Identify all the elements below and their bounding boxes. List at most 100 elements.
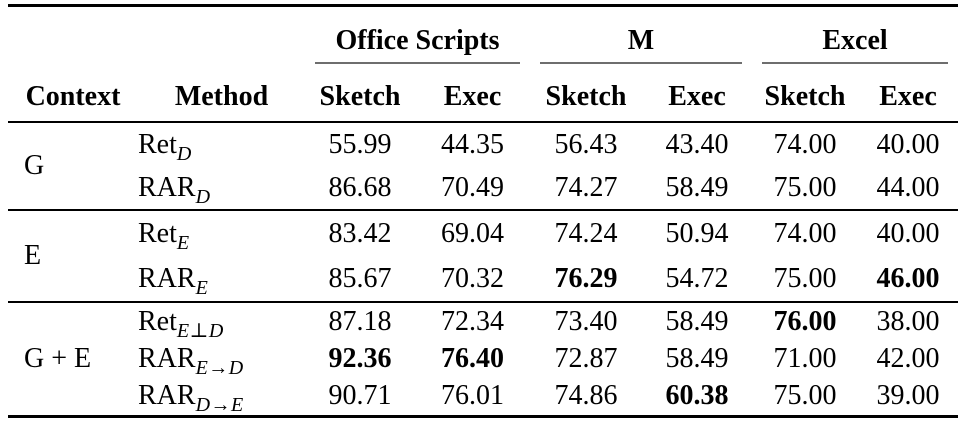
table-row: G + E RetE⊥D 87.18 72.34 73.40 58.49 76.… (8, 302, 958, 374)
value-cell: 74.00 (773, 217, 837, 249)
method-base: Ret (138, 128, 177, 160)
cmidrule-m (540, 62, 742, 64)
section-e: E RetE 83.42 69.04 74.24 50.94 74.00 40.… (8, 210, 958, 302)
column-header-exec: Exec (443, 81, 502, 112)
value-cell: 76.40 (441, 343, 504, 374)
value-cell: 46.00 (876, 262, 940, 294)
group-header-spacer (8, 6, 305, 60)
method-cell: RARD (128, 166, 305, 210)
cmidrule-cell (752, 59, 958, 71)
table-row: G RetD 55.99 44.35 56.43 43.40 74.00 40.… (8, 122, 958, 182)
method-base: RAR (138, 262, 196, 294)
value-cell: 87.18 (328, 305, 392, 337)
value-cell: 74.86 (554, 380, 618, 412)
method-base: Ret (138, 305, 177, 337)
column-header-exec: Exec (668, 81, 726, 112)
method-subscript: E⊥D (176, 319, 224, 342)
method-subscript: E→D (195, 357, 244, 379)
method-base: RAR (138, 343, 196, 374)
value-cell: 73.40 (554, 305, 618, 337)
value-cell: 39.00 (876, 380, 940, 412)
value-cell: 58.49 (665, 171, 729, 203)
value-cell: 70.32 (441, 262, 504, 294)
group-header-excel: Excel (822, 25, 888, 56)
table-row: RARD→E 90.71 76.01 74.86 60.38 75.00 39.… (8, 378, 958, 416)
method-cell: RetE⊥D (128, 302, 305, 342)
value-cell: 44.35 (441, 128, 504, 160)
method-cell: RetE (128, 210, 305, 256)
context-cell: E (24, 240, 42, 271)
results-table: Office Scripts M Excel Context Method Sk… (8, 4, 958, 418)
value-cell: 72.34 (441, 305, 504, 337)
value-cell: 75.00 (773, 171, 837, 203)
value-cell: 72.87 (554, 343, 618, 374)
value-cell: 70.49 (441, 171, 504, 203)
column-header-sketch: Sketch (764, 81, 846, 112)
cmidrule-cell (305, 59, 530, 71)
value-cell: 40.00 (876, 217, 940, 249)
value-cell: 56.43 (554, 128, 618, 160)
value-cell: 74.27 (554, 171, 618, 203)
table-row: E RetE 83.42 69.04 74.24 50.94 74.00 40.… (8, 210, 958, 272)
value-cell: 38.00 (876, 305, 940, 337)
value-cell: 42.00 (876, 343, 940, 374)
value-cell: 86.68 (328, 171, 392, 203)
value-cell: 58.49 (665, 343, 729, 374)
table-row: RARE→D 92.36 76.40 72.87 58.49 71.00 42.… (8, 340, 958, 378)
column-header-context: Context (25, 81, 121, 112)
section-g-plus-e: G + E RetE⊥D 87.18 72.34 73.40 58.49 76.… (8, 302, 958, 416)
column-header-method: Method (174, 81, 269, 112)
value-cell: 74.00 (773, 128, 837, 160)
cmidrule-office-scripts (315, 62, 520, 64)
method-cell: RARE→D (128, 340, 305, 378)
value-cell: 76.00 (773, 305, 837, 337)
value-cell: 75.00 (773, 380, 837, 412)
value-cell: 54.72 (665, 262, 729, 294)
method-subscript: D (195, 185, 211, 208)
value-cell: 69.04 (441, 217, 504, 249)
cmidrule-excel (762, 62, 948, 64)
value-cell: 74.24 (554, 217, 618, 249)
value-cell: 40.00 (876, 128, 940, 160)
method-subscript: D→E (195, 394, 244, 417)
cmidrule-cell (530, 59, 752, 71)
value-cell: 71.00 (773, 343, 837, 374)
value-cell: 55.99 (328, 128, 392, 160)
value-cell: 43.40 (665, 128, 729, 160)
column-header-sketch: Sketch (545, 81, 627, 112)
value-cell: 44.00 (876, 171, 940, 203)
column-header-row: Context Method Sketch Exec Sketch Exec S… (8, 71, 958, 122)
value-cell: 90.71 (328, 380, 392, 412)
method-base: RAR (138, 380, 196, 412)
method-cell: RetD (128, 122, 305, 166)
value-cell: 60.38 (665, 380, 729, 412)
cmidrule-spacer (8, 59, 305, 71)
method-cell: RARD→E (128, 378, 305, 416)
group-header-m: M (627, 25, 655, 56)
group-header-office-scripts: Office Scripts (335, 25, 500, 56)
section-g: G RetD 55.99 44.35 56.43 43.40 74.00 40.… (8, 122, 958, 210)
table-row: RARE 85.67 70.32 76.29 54.72 75.00 46.00 (8, 256, 958, 302)
table-row: RARD 86.68 70.49 74.27 58.49 75.00 44.00 (8, 166, 958, 210)
value-cell: 75.00 (773, 262, 837, 294)
context-cell: G (24, 150, 45, 181)
value-cell: 76.01 (441, 380, 504, 412)
value-cell: 58.49 (665, 305, 729, 337)
value-cell: 83.42 (328, 217, 392, 249)
value-cell: 50.94 (665, 217, 729, 249)
value-cell: 85.67 (328, 262, 392, 294)
method-base: Ret (138, 217, 177, 249)
method-cell: RARE (128, 256, 305, 302)
method-subscript: D (176, 142, 192, 165)
method-subscript: E (195, 276, 209, 299)
table-header: Office Scripts M Excel Context Method Sk… (8, 6, 958, 122)
context-cell: G + E (24, 342, 92, 374)
column-header-sketch: Sketch (319, 81, 401, 112)
value-cell: 76.29 (554, 262, 618, 294)
group-header-row: Office Scripts M Excel (8, 6, 958, 60)
method-subscript: E (176, 231, 190, 254)
value-cell: 92.36 (328, 343, 392, 374)
column-header-exec: Exec (879, 81, 937, 112)
method-base: RAR (138, 171, 196, 203)
cmidrule-row (8, 59, 958, 71)
